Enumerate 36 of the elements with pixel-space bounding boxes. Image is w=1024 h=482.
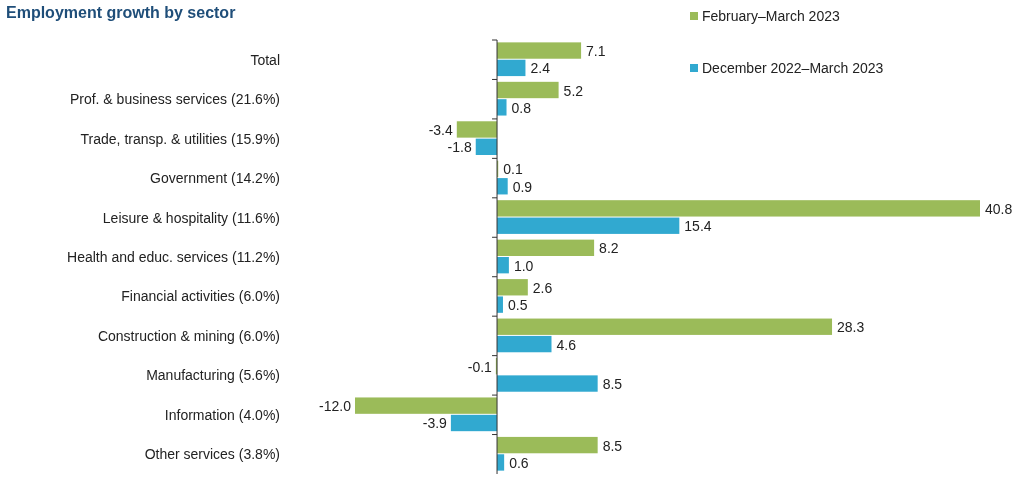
- data-label: -1.8: [447, 139, 472, 156]
- data-label: 0.6: [509, 454, 529, 471]
- data-label: 40.8: [985, 200, 1013, 217]
- data-label: -12.0: [319, 398, 352, 415]
- data-label: 8.2: [599, 240, 619, 257]
- data-label: -0.1: [467, 358, 493, 375]
- text: Employment growth by sector: [6, 4, 236, 21]
- data-label: 8.5: [602, 376, 623, 393]
- y-tick-label: Total: [250, 51, 280, 68]
- y-tick-label: Trade, transp. & utilities (15.9%): [80, 130, 280, 147]
- y-tick-label: Other services (3.8%): [144, 446, 280, 463]
- legend-label: December 2022–March 2023: [702, 60, 884, 76]
- data-label: 0.8: [511, 99, 532, 116]
- data-label: 5.2: [563, 82, 584, 99]
- y-tick-label: Construction & mining (6.0%): [97, 327, 280, 344]
- data-label: -3.4: [428, 121, 454, 138]
- data-label: 28.3: [837, 319, 865, 336]
- y-tick-label: Government (14.2%): [150, 170, 280, 187]
- y-tick-label: Prof. & business services (21.6%): [69, 91, 280, 108]
- data-label: 8.5: [602, 437, 623, 454]
- data-label: 1.0: [513, 257, 534, 274]
- data-label: 15.4: [684, 218, 712, 235]
- y-tick-label: Health and educ. services (11.2%): [67, 249, 280, 265]
- legend-label: February–March 2023: [702, 8, 840, 24]
- data-label: 2.4: [530, 60, 551, 77]
- data-label: 0.9: [512, 178, 533, 195]
- data-label: 0.5: [507, 297, 528, 314]
- data-label: 0.1: [503, 161, 523, 178]
- data-label: 2.6: [532, 279, 553, 296]
- y-tick-label: Financial activities (6.0%): [121, 288, 280, 305]
- data-label: 4.6: [556, 336, 577, 353]
- data-label: -3.9: [422, 415, 448, 432]
- y-tick-label: Leisure & hospitality (11.6%): [102, 209, 280, 226]
- y-tick-label: Manufacturing (5.6%): [146, 367, 280, 384]
- data-label: 7.1: [586, 43, 606, 60]
- y-tick-label: Information (4.0%): [164, 406, 280, 423]
